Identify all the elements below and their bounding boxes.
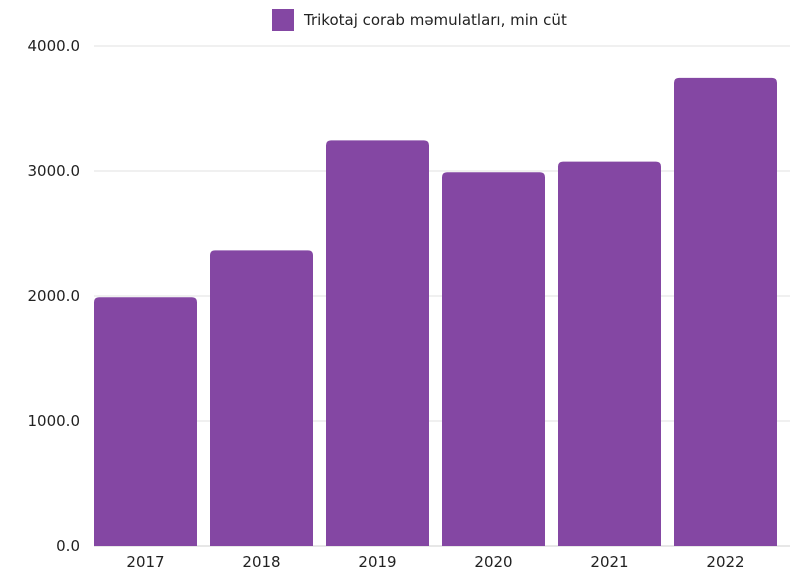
x-tick-label: 2022 (706, 553, 744, 571)
legend-label: Trikotaj corab məmulatları, min cüt (304, 11, 567, 29)
y-axis-ticks: 0.0 1000.0 2000.0 3000.0 4000.0 (28, 37, 81, 555)
bar-2019 (326, 140, 429, 546)
bar-2017 (94, 297, 197, 546)
y-tick-label: 0.0 (56, 537, 80, 555)
x-tick-label: 2018 (242, 553, 280, 571)
bar-2021 (558, 161, 661, 546)
x-tick-label: 2021 (590, 553, 628, 571)
bars (94, 77, 777, 546)
legend-swatch (272, 9, 294, 31)
x-axis-ticks: 2017 2018 2019 2020 2021 2022 (126, 553, 744, 571)
bar-2020 (442, 172, 545, 546)
y-tick-label: 3000.0 (28, 162, 81, 180)
x-tick-label: 2019 (358, 553, 396, 571)
x-tick-label: 2020 (474, 553, 512, 571)
y-tick-label: 2000.0 (28, 287, 81, 305)
x-tick-label: 2017 (126, 553, 164, 571)
y-tick-label: 1000.0 (28, 412, 81, 430)
bar-2022 (674, 77, 777, 546)
y-tick-label: 4000.0 (28, 37, 81, 55)
bar-2018 (210, 250, 313, 546)
legend: Trikotaj corab məmulatları, min cüt (272, 9, 567, 31)
